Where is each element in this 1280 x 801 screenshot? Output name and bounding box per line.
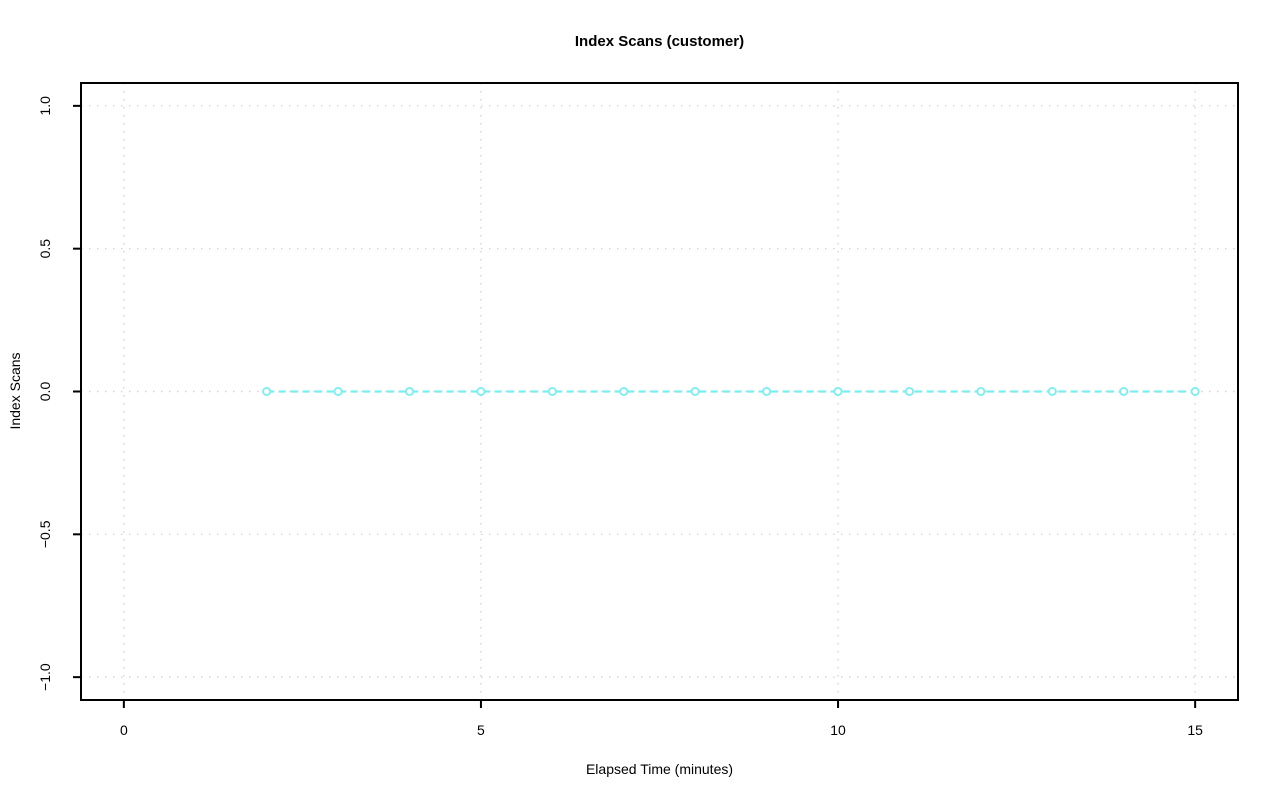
data-point bbox=[619, 386, 629, 396]
y-tick-label: 1.0 bbox=[37, 96, 53, 116]
x-tick-label: 5 bbox=[477, 722, 485, 738]
data-point bbox=[690, 386, 700, 396]
y-tick-label: −0.5 bbox=[37, 520, 53, 548]
data-point bbox=[833, 386, 843, 396]
data-point bbox=[405, 386, 415, 396]
data-point bbox=[1119, 386, 1129, 396]
y-tick-label: 0.5 bbox=[37, 239, 53, 259]
y-tick-label: 0.0 bbox=[37, 382, 53, 402]
x-tick-label: 15 bbox=[1187, 722, 1203, 738]
data-point bbox=[1047, 386, 1057, 396]
data-point bbox=[476, 386, 486, 396]
x-tick-label: 0 bbox=[120, 722, 128, 738]
y-tick-label: −1.0 bbox=[37, 663, 53, 691]
data-point bbox=[904, 386, 914, 396]
data-point bbox=[762, 386, 772, 396]
x-axis-title: Elapsed Time (minutes) bbox=[585, 761, 734, 777]
data-point bbox=[547, 386, 557, 396]
data-point bbox=[262, 386, 272, 396]
x-tick-label: 10 bbox=[830, 722, 846, 738]
data-point bbox=[333, 386, 343, 396]
data-point bbox=[976, 386, 986, 396]
chart-title: Index Scans (customer) bbox=[574, 33, 745, 50]
data-point bbox=[1190, 386, 1200, 396]
